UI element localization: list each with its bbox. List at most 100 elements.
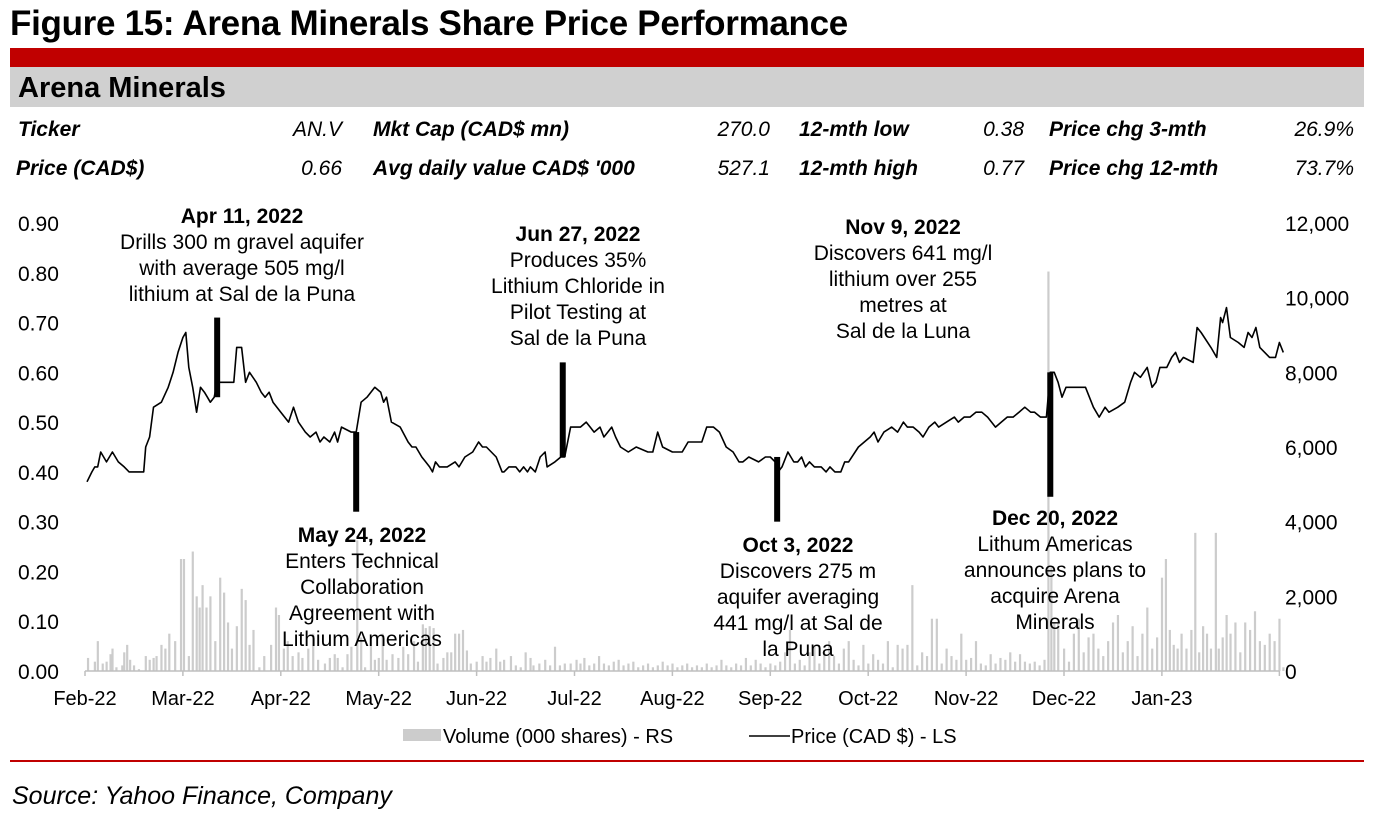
event-description-line: Discovers 275 m [720, 560, 876, 583]
volume-bar [1077, 618, 1080, 671]
volume-bar [195, 596, 198, 671]
volume-bar [341, 667, 344, 671]
title-accent-bar [10, 48, 1364, 67]
volume-bar [1028, 663, 1031, 671]
volume-bar [469, 663, 472, 671]
volume-bar [1164, 559, 1168, 671]
volume-bar [1225, 615, 1228, 671]
volume-bar [461, 629, 465, 671]
volume-bar [661, 661, 664, 671]
volume-bar [223, 592, 226, 671]
stat-value-12m-low: 0.38 [983, 118, 1024, 141]
volume-bar [121, 665, 124, 671]
x-tick-label: Oct-22 [838, 688, 898, 710]
volume-bar [381, 633, 384, 671]
volume-bar [307, 648, 310, 671]
volume-bar [896, 644, 899, 671]
volume-bar [563, 663, 566, 671]
volume-bar [1249, 629, 1252, 671]
volume-bar [813, 644, 816, 671]
event-description-line: aquifer averaging [717, 586, 879, 609]
volume-bar [385, 659, 388, 671]
event-description-line: Enters Technical [285, 550, 439, 573]
volume-bar [274, 607, 278, 671]
volume-bar [544, 659, 547, 671]
event-description-line: Minerals [1015, 611, 1094, 634]
y-left-tick-label: 0.60 [18, 362, 59, 385]
source-note: Source: Yahoo Finance, Company [12, 782, 392, 810]
volume-bar [779, 661, 782, 671]
event-description-line: Agreement with [289, 602, 435, 625]
volume-bar [867, 663, 870, 671]
volume-bar [617, 659, 620, 671]
volume-bar [832, 656, 836, 671]
volume-bar [301, 657, 304, 671]
volume-bar [852, 659, 855, 671]
event-description-line: lithium at Sal de la Puna [129, 283, 356, 306]
volume-bar [1268, 633, 1271, 671]
event-date: Apr 11, 2022 [181, 205, 304, 228]
volume-bar [93, 661, 96, 671]
event-annotation: Dec 20, 2022 Lithum Americas announces pla… [964, 507, 1146, 634]
x-tick-label: Jul-22 [547, 688, 601, 710]
x-axis: Feb-22 Mar-22 Apr-22 May-22 Jun-22 Jul-22 Aug-… [53, 670, 1281, 710]
volume-bar [323, 663, 327, 671]
volume-bar [240, 588, 243, 671]
volume-bar [1053, 622, 1056, 671]
y-left-tick-label: 0.90 [18, 213, 59, 236]
volume-bar [454, 633, 457, 671]
volume-bar [960, 633, 963, 671]
volume-bar [891, 667, 894, 671]
volume-bar [1176, 648, 1179, 671]
volume-bars [86, 271, 1285, 671]
volume-bar [1107, 641, 1110, 671]
volume-bar [312, 633, 315, 671]
y-right-tick-label: 6,000 [1285, 437, 1338, 460]
volume-bar [974, 641, 978, 671]
volume-bar [857, 665, 860, 671]
volume-bar [407, 654, 410, 671]
event-date: Oct 3, 2022 [743, 534, 854, 557]
volume-bar [360, 637, 363, 671]
event-markers [214, 317, 1054, 522]
volume-bar [725, 665, 728, 671]
volume-bar [519, 667, 522, 671]
volume-bar [759, 663, 762, 671]
event-description-line: announces plans to [964, 559, 1146, 582]
volume-bar [402, 646, 405, 671]
x-tick-label: Mar-22 [151, 688, 214, 710]
event-date: May 24, 2022 [298, 524, 426, 547]
volume-bar [1214, 532, 1217, 671]
volume-bar [115, 667, 118, 671]
volume-bar [774, 665, 777, 671]
stat-label-price-chg-12m: Price chg 12-mth [1049, 157, 1219, 180]
volume-bar [214, 641, 217, 671]
volume-bar [676, 667, 679, 671]
volume-bar [1023, 661, 1027, 671]
volume-bar [1102, 656, 1105, 671]
volume-bar [549, 665, 552, 671]
volume-bar [1198, 652, 1201, 671]
volume-bar [1063, 648, 1066, 671]
volume-bar [1229, 633, 1232, 671]
x-tick-label: Jan-23 [1131, 688, 1192, 710]
volume-bar [749, 665, 752, 671]
stat-value-avg-daily-value: 527.1 [717, 157, 770, 180]
event-description-line: 441 mg/l at Sal de [713, 612, 882, 635]
volume-bar [837, 663, 841, 671]
stat-label-12m-low: 12-mth low [799, 118, 909, 141]
volume-bar [862, 644, 865, 671]
volume-bar [350, 646, 353, 671]
volume-bar [101, 663, 104, 671]
volume-bar [666, 665, 669, 671]
volume-bar [514, 665, 517, 671]
volume-bar [1116, 615, 1120, 671]
volume-bar [847, 641, 850, 671]
volume-bar [132, 665, 136, 671]
volume-bar [373, 659, 376, 671]
volume-bar [754, 659, 757, 671]
stat-value-price-chg-12m: 73.7% [1294, 157, 1354, 180]
volume-bar [881, 663, 885, 671]
event-description-line: Drills 300 m gravel aquifer [120, 231, 364, 254]
volume-bar [575, 659, 578, 671]
